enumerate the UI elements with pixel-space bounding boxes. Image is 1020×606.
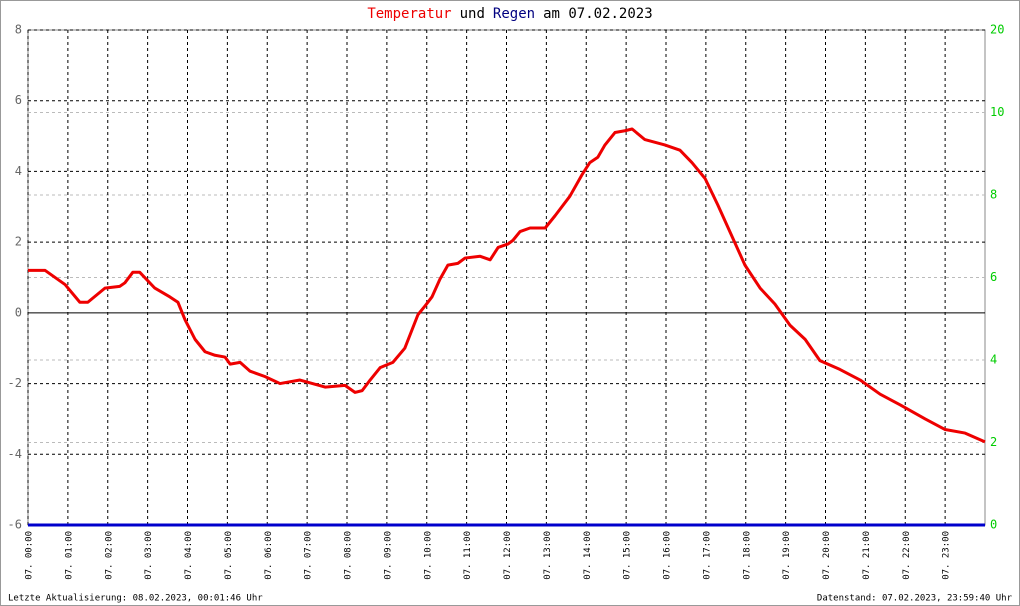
x-tick-label: 07. 19:00	[782, 531, 792, 580]
x-tick-label: 07. 07:00	[304, 531, 314, 580]
y-tick-label: -4	[8, 447, 22, 461]
series-line	[28, 127, 986, 444]
x-tick-label: 07. 01:00	[64, 531, 74, 580]
x-tick-label: 07. 02:00	[104, 531, 114, 580]
y-tick-label: 2	[15, 235, 22, 249]
x-tick-label: 07. 06:00	[264, 531, 274, 580]
y-tick-label: 6	[15, 93, 22, 107]
y2-tick-label: 6	[990, 270, 997, 284]
x-tick-label: 07. 08:00	[344, 531, 354, 580]
x-tick-label: 07. 13:00	[543, 531, 553, 580]
x-tick-label: 07. 12:00	[503, 531, 513, 580]
title-date: am 07.02.2023	[543, 6, 653, 22]
x-tick-label: 07. 04:00	[184, 531, 194, 580]
x-tick-label: 07. 18:00	[742, 531, 752, 580]
title-rain: Regen	[493, 6, 535, 22]
footer-left: Letzte Aktualisierung: 08.02.2023, 00:01…	[8, 594, 263, 604]
x-tick-label: 07. 11:00	[463, 531, 473, 580]
x-tick-label: 07. 00:00	[25, 531, 35, 580]
y-tick-label: 8	[15, 23, 22, 37]
x-tick-label: 07. 10:00	[423, 531, 433, 580]
y-tick-label: -6	[8, 518, 22, 532]
x-tick-label: 07. 23:00	[942, 531, 952, 580]
y2-tick-label: 20	[990, 23, 1004, 37]
x-tick-label: 07. 09:00	[383, 531, 393, 580]
y2-tick-label: 0	[990, 518, 997, 532]
y-tick-label: 0	[15, 305, 22, 319]
x-tick-label: 07. 21:00	[862, 531, 872, 580]
x-tick-label: 07. 05:00	[224, 531, 234, 580]
chart-title: Temperatur und Regen am 07.02.2023	[367, 6, 652, 22]
x-tick-label: 07. 20:00	[822, 531, 832, 580]
title-und: und	[460, 6, 485, 22]
x-tick-label: 07. 16:00	[663, 531, 673, 580]
x-tick-label: 07. 15:00	[623, 531, 633, 580]
y2-tick-label: 8	[990, 188, 997, 202]
x-tick-label: 07. 22:00	[902, 531, 912, 580]
x-tick-label: 07. 17:00	[702, 531, 712, 580]
y2-tick-label: 2	[990, 435, 997, 449]
x-tick-label: 07. 14:00	[583, 531, 593, 580]
x-tick-label: 07. 03:00	[144, 531, 154, 580]
footer-right: Datenstand: 07.02.2023, 23:59:40 Uhr	[817, 594, 1013, 604]
y-tick-label: -2	[8, 376, 22, 390]
y2-tick-label: 4	[990, 353, 997, 367]
title-temp: Temperatur	[367, 6, 451, 22]
y2-tick-label: 10	[990, 105, 1004, 119]
y-tick-label: 4	[15, 164, 22, 178]
